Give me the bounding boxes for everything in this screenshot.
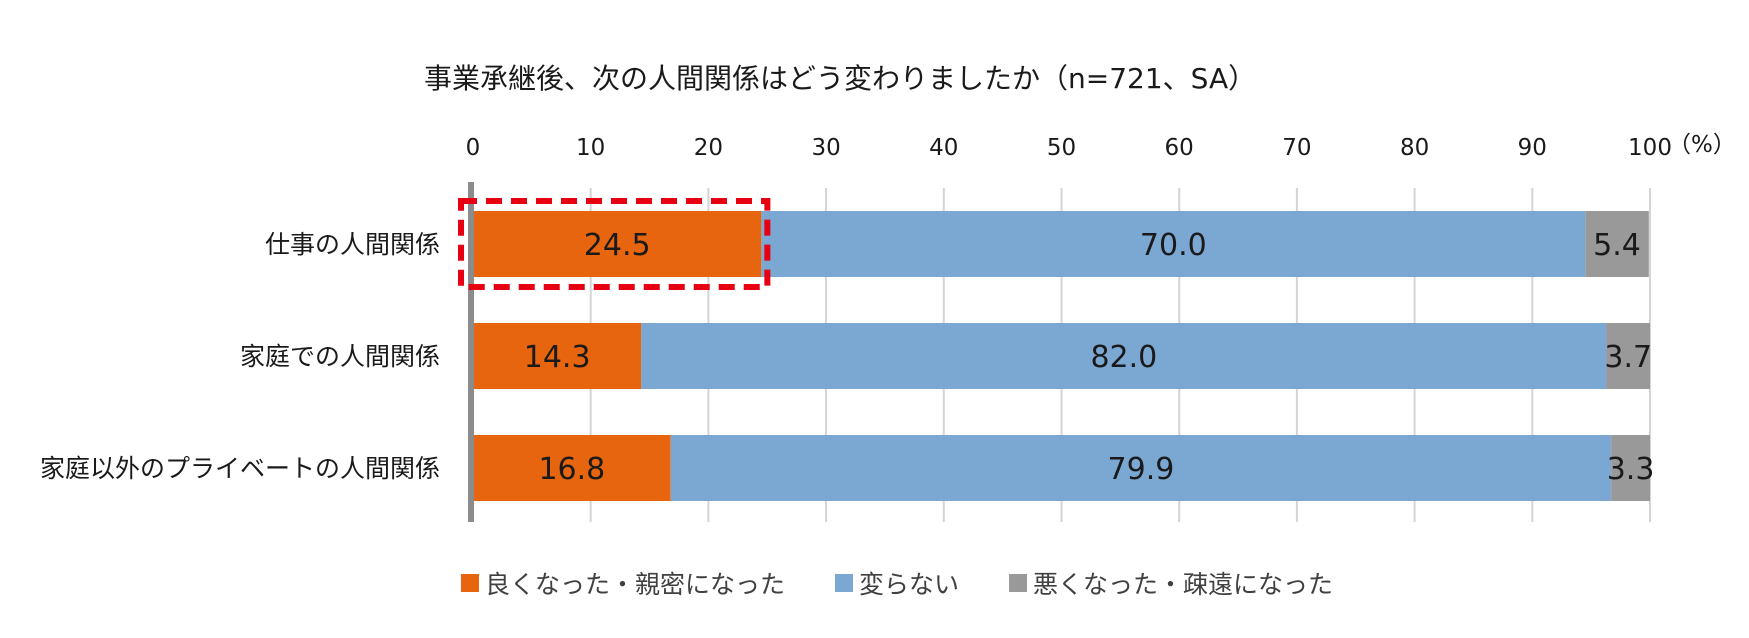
legend-label: 変らない xyxy=(859,570,959,599)
x-tick-label: 70 xyxy=(1282,135,1311,161)
x-tick-label: 80 xyxy=(1400,135,1429,161)
legend-label: 良くなった・親密になった xyxy=(485,570,785,599)
bar-segment xyxy=(1585,211,1649,277)
y-axis-line xyxy=(468,182,474,522)
highlight-rect xyxy=(458,198,771,290)
legend-swatch xyxy=(461,574,479,592)
x-tick-label: 20 xyxy=(694,135,723,161)
data-label: 14.3 xyxy=(524,340,591,375)
x-axis-ticks: 0 10 20 30 40 50 60 70 80 90 100 xyxy=(466,135,1672,161)
data-label: 70.0 xyxy=(1140,228,1207,263)
bar-segment xyxy=(1611,435,1650,501)
category-label: 家庭での人間関係 xyxy=(240,342,440,371)
data-label: 5.4 xyxy=(1593,228,1641,263)
x-tick-label: 0 xyxy=(466,135,481,161)
x-tick-label: 40 xyxy=(929,135,958,161)
bar-segment xyxy=(473,211,762,277)
bars xyxy=(473,211,1650,501)
bar-segment xyxy=(473,323,642,389)
x-tick-label: 50 xyxy=(1047,135,1076,161)
x-tick-label: 100 xyxy=(1628,135,1672,161)
legend-swatch xyxy=(1009,574,1028,592)
highlight-box xyxy=(458,198,771,290)
legend-swatch xyxy=(835,574,854,592)
x-tick-label: 30 xyxy=(811,135,840,161)
x-tick-label: 10 xyxy=(576,135,605,161)
category-label: 家庭以外のプライベートの人間関係 xyxy=(40,454,440,483)
x-tick-label: 90 xyxy=(1518,135,1547,161)
legend-label: 悪くなった・疎遠になった xyxy=(1033,570,1333,599)
legend: 良くなった・親密になった 変らない 悪くなった・疎遠になった xyxy=(461,570,1333,599)
bar-segment xyxy=(1606,323,1650,389)
data-label: 16.8 xyxy=(538,452,605,487)
data-label: 3.3 xyxy=(1607,452,1655,487)
category-label: 仕事の人間関係 xyxy=(265,230,440,259)
bar-segment xyxy=(670,435,1612,501)
data-label: 3.7 xyxy=(1604,340,1652,375)
data-label: 79.9 xyxy=(1108,452,1175,487)
data-label: 24.5 xyxy=(584,228,651,263)
bar-segment xyxy=(641,323,1607,389)
chart-title: 事業承継後、次の人間関係はどう変わりましたか（n=721、SA） xyxy=(424,62,1256,95)
data-label: 82.0 xyxy=(1090,340,1157,375)
x-tick-label: 60 xyxy=(1165,135,1194,161)
bar-segment xyxy=(473,435,671,501)
data-labels: 24.5 70.0 5.4 14.3 82.0 3.7 16.8 79.9 3.3 xyxy=(524,228,1655,487)
bar-segment xyxy=(761,211,1586,277)
x-axis-unit: （%） xyxy=(1668,132,1736,158)
